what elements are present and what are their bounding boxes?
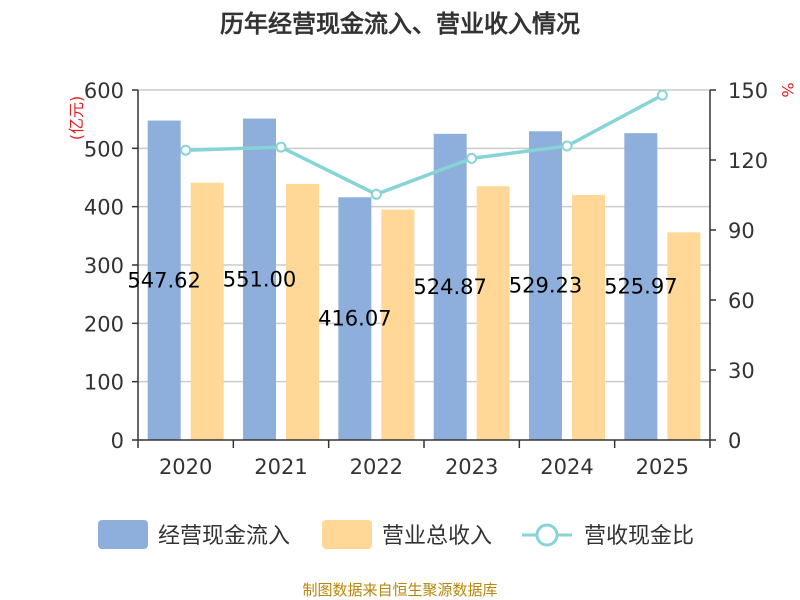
chart-title: 历年经营现金流入、营业收入情况: [220, 10, 580, 38]
x-axis-tick-label: 2024: [540, 455, 593, 479]
bar-cash-inflow: [624, 133, 658, 440]
data-label-cash-inflow: 524.87: [413, 275, 486, 299]
line-ratio-point: [275, 141, 287, 153]
gridlines: [138, 89, 710, 383]
line-ratio-point: [180, 144, 192, 156]
bar-cash-inflow: [243, 118, 276, 440]
right-axis-tick-label: 120: [728, 149, 768, 173]
bar-cash-inflow: [338, 197, 372, 440]
left-axis-tick-label: 600: [84, 79, 124, 103]
data-label-cash-inflow: 551.00: [223, 267, 296, 291]
right-axis-tick-label: 30: [728, 359, 755, 383]
bar-revenue: [667, 232, 701, 440]
data-label-cash-inflow: 525.97: [604, 275, 677, 299]
left-axis-unit: (亿元): [67, 96, 86, 141]
line-ratio-point: [370, 188, 382, 200]
line-ratio-point: [561, 140, 573, 152]
bar-revenue: [190, 182, 224, 440]
line-ratio-path: [185, 93, 664, 197]
legend-label-revenue: 营业总收入: [382, 524, 492, 549]
legend-label-ratio: 营收现金比: [584, 524, 694, 549]
legend-marker-ratio: [535, 523, 559, 547]
data-label-cash-inflow: 547.62: [127, 268, 200, 292]
line-series: [180, 89, 668, 200]
x-axis-tick-label: 2022: [350, 455, 403, 479]
bar-revenue: [286, 183, 319, 440]
data-label-cash-inflow: 416.07: [318, 307, 391, 331]
x-axis-tick-label: 2023: [445, 455, 498, 479]
x-axis-tick-label: 2021: [254, 455, 307, 479]
legend: 经营现金流入 营业总收入 营收现金比: [98, 520, 694, 549]
right-axis-tick-label: 90: [728, 219, 755, 243]
bar-revenue: [476, 186, 510, 440]
bar-cash-inflow: [147, 120, 181, 441]
right-axis-tick-label: 60: [728, 289, 755, 313]
right-axis-tick-label: 150: [728, 79, 768, 103]
legend-swatch-cash-inflow: [98, 520, 148, 549]
line-ratio-point: [656, 89, 668, 101]
right-axis-unit: %: [778, 82, 797, 97]
data-label-cash-inflow: 529.23: [509, 274, 582, 298]
left-axis-tick-label: 100: [84, 371, 124, 395]
x-axis-tick-label: 2025: [636, 455, 689, 479]
bar-revenue: [572, 195, 605, 440]
right-axis-tick-label: 0: [728, 429, 741, 453]
left-axis-tick-label: 200: [84, 312, 124, 336]
bar-revenue: [381, 209, 415, 440]
axes: 0 100 200 300 400 500 600 0 30 60 90 120 150 2020 2021…: [84, 79, 768, 479]
data-labels: 547.62 551.00 416.07 524.87 529.23 525.97: [127, 267, 677, 330]
left-axis-tick-label: 0: [111, 429, 124, 453]
left-axis-tick-label: 300: [84, 254, 124, 278]
bar-group: [147, 118, 701, 441]
bar-cash-inflow: [433, 133, 467, 440]
legend-label-cash-inflow: 经营现金流入: [158, 524, 290, 549]
line-ratio-point: [466, 152, 478, 164]
source-note: 制图数据来自恒生聚源数据库: [302, 581, 497, 599]
left-axis-tick-label: 400: [84, 196, 124, 220]
x-axis-tick-label: 2020: [159, 455, 212, 479]
left-axis-tick-label: 500: [84, 137, 124, 161]
bar-cash-inflow: [529, 131, 562, 440]
legend-swatch-revenue: [322, 520, 372, 549]
